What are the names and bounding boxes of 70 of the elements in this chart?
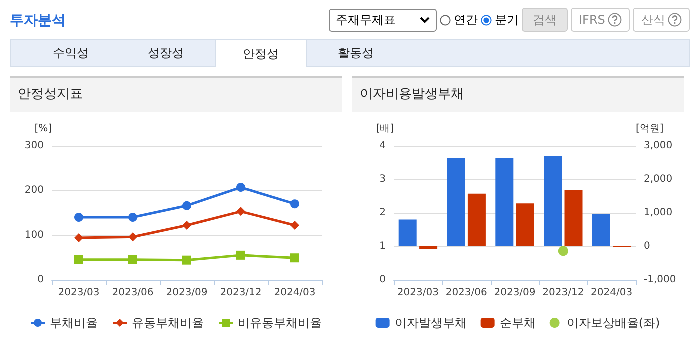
y-tick-label: 100 [24, 230, 44, 241]
text: 안정성 [215, 39, 307, 67]
bar [468, 194, 486, 246]
y-tick-label: 3 [380, 174, 386, 185]
x-tick-label: 2023/12 [220, 288, 262, 298]
point [74, 212, 84, 222]
legend-label: 유동부채비율 [132, 316, 204, 330]
point [290, 200, 300, 209]
y-tick-label: 1 [380, 241, 386, 252]
point [128, 212, 138, 222]
legend-label: 이자보상배율(좌) [566, 316, 660, 330]
text: 연간 [454, 12, 478, 28]
bar [420, 246, 438, 250]
y-tick-label: 300 [24, 140, 44, 152]
point [236, 183, 246, 192]
chart-title: 이자비용발생부채 [352, 78, 684, 112]
bar [398, 220, 417, 246]
x-tick-label: 2023/12 [542, 288, 584, 298]
bar [592, 214, 610, 246]
text: IFRS [571, 8, 630, 32]
y2-tick-label: 1,000 [644, 208, 673, 218]
x-tick-label: 2023/09 [494, 288, 536, 298]
text: 분기 [495, 12, 519, 28]
x-tick-label: 2023/09 [166, 288, 208, 298]
y-tick-label: 0 [380, 274, 386, 286]
point [74, 234, 84, 243]
point [290, 221, 300, 230]
legend-label: 비유동부채비율 [238, 316, 322, 330]
x-tick-label: 2023/03 [58, 288, 100, 298]
text: 투자분석 [10, 12, 66, 30]
point [128, 232, 138, 242]
x-tick-label: 2023/06 [446, 288, 488, 298]
legend-label: 이자발생부채 [394, 316, 467, 330]
y-tick-label: 2 [380, 208, 386, 218]
text: 주재무제표 [336, 12, 396, 28]
y-axis-title: [배] [376, 124, 394, 134]
bar [516, 204, 534, 246]
point [182, 201, 192, 210]
point [290, 254, 300, 263]
point [236, 207, 246, 216]
y2-axis-title: [억원] [636, 124, 664, 134]
text: 성장성 [147, 45, 185, 62]
y2-tick-label: 0 [644, 241, 650, 252]
text: 검색 [522, 8, 568, 32]
y-tick-label: 0 [38, 274, 44, 286]
bar [496, 158, 514, 246]
bar [544, 156, 562, 246]
y-tick-label: 4 [380, 140, 386, 152]
bar [447, 158, 466, 246]
y-tick-label: 200 [24, 185, 44, 196]
x-tick-label: 2024/03 [591, 288, 633, 298]
point [74, 255, 84, 264]
y2-tick-label: 3,000 [644, 140, 673, 152]
chart-title: 안정성지표 [10, 78, 342, 112]
bar [564, 190, 583, 246]
y2-tick-label: -1,000 [644, 274, 676, 286]
text: 활동성 [337, 45, 375, 62]
legend-label: 순부채 [500, 316, 536, 330]
y2-tick-label: 2,000 [644, 174, 673, 185]
x-tick-label: 2023/03 [397, 288, 439, 298]
point [236, 250, 246, 260]
point [182, 256, 192, 265]
x-tick-label: 2023/06 [112, 288, 154, 298]
x-tick-label: 2024/03 [274, 288, 316, 298]
y-axis-title: [%] [34, 124, 52, 134]
point [128, 255, 138, 264]
text: 수익성 [52, 45, 90, 62]
text: 산식 [633, 8, 690, 32]
point [182, 221, 192, 230]
legend-label: 부채비율 [50, 316, 98, 330]
